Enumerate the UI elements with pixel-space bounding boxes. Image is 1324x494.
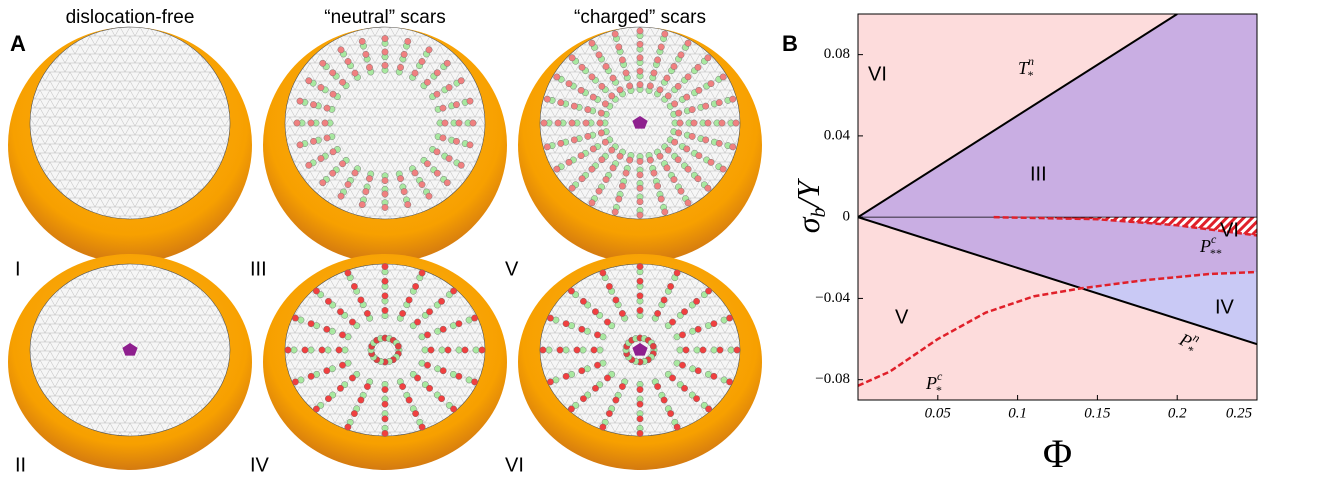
hatched-region bbox=[994, 217, 1257, 236]
column-header: “neutral” scars bbox=[324, 7, 445, 28]
x-tick-label: 0.2 bbox=[1168, 405, 1187, 421]
boundary-line bbox=[858, 270, 1257, 387]
y-tick-label: −0.04 bbox=[815, 290, 850, 306]
plot-frame bbox=[857, 13, 1258, 401]
curve-label-part: * bbox=[1184, 342, 1195, 357]
plot-area bbox=[858, 14, 1257, 400]
region-label: V bbox=[895, 306, 909, 328]
x-tick-label: 0.1 bbox=[1008, 405, 1027, 421]
curve-label-part: ** bbox=[1209, 246, 1221, 260]
cell-label: I bbox=[15, 258, 21, 280]
curve-label: Pc ** bbox=[1199, 232, 1221, 260]
boundary-line bbox=[858, 216, 1257, 346]
curve-label-part: * bbox=[1027, 68, 1033, 82]
y-tick-label: −0.08 bbox=[815, 371, 850, 387]
curve-label-part: c bbox=[1211, 232, 1217, 246]
cell-label: V bbox=[505, 258, 519, 280]
region-label: IV bbox=[1215, 296, 1235, 318]
boundary-line bbox=[858, 14, 1178, 219]
curve-label: Tn * bbox=[1018, 54, 1034, 82]
dome bbox=[263, 254, 507, 470]
region-fill bbox=[858, 217, 1257, 345]
x-tick-label: 0.25 bbox=[1226, 405, 1253, 421]
curve-label-part: n bbox=[1191, 330, 1202, 345]
column-header: dislocation-free bbox=[66, 7, 195, 28]
y-tick-label: 0 bbox=[843, 209, 851, 225]
x-tick-label: 0.05 bbox=[925, 405, 952, 421]
curve-label-part: P bbox=[1199, 236, 1211, 256]
region-label: III bbox=[1030, 163, 1047, 185]
y-label-part: /Y bbox=[790, 178, 826, 210]
region-label: VI bbox=[868, 63, 887, 85]
curve-label: Pc * bbox=[925, 369, 943, 397]
dome bbox=[518, 254, 762, 470]
cell-label: II bbox=[15, 454, 26, 476]
curve-label-part: c bbox=[937, 369, 943, 383]
y-label-part: σ bbox=[790, 216, 826, 233]
dome bbox=[8, 26, 252, 263]
cell-label: VI bbox=[505, 454, 524, 476]
dome bbox=[518, 26, 762, 263]
panel-label: A bbox=[10, 31, 26, 56]
dome bbox=[8, 254, 252, 470]
curve-label-part: n bbox=[1028, 54, 1034, 68]
y-axis-label: σb/Y bbox=[790, 178, 829, 234]
column-header: “charged” scars bbox=[574, 7, 706, 28]
x-tick-label: 0.15 bbox=[1084, 405, 1111, 421]
y-tick-label: 0.04 bbox=[824, 127, 851, 143]
y-tick-label: 0.08 bbox=[824, 46, 850, 62]
curve-label-part: T bbox=[1018, 58, 1030, 78]
curve-label-part: P bbox=[925, 373, 937, 393]
y-label-part: b bbox=[808, 207, 830, 217]
cell-label: III bbox=[250, 258, 267, 280]
cell-label: IV bbox=[250, 454, 270, 476]
x-axis-label: Φ bbox=[1043, 431, 1072, 476]
curve-label-part: * bbox=[935, 383, 941, 397]
dome bbox=[263, 26, 507, 263]
region-label: VI bbox=[1220, 219, 1239, 241]
panel-label: B bbox=[782, 31, 798, 56]
